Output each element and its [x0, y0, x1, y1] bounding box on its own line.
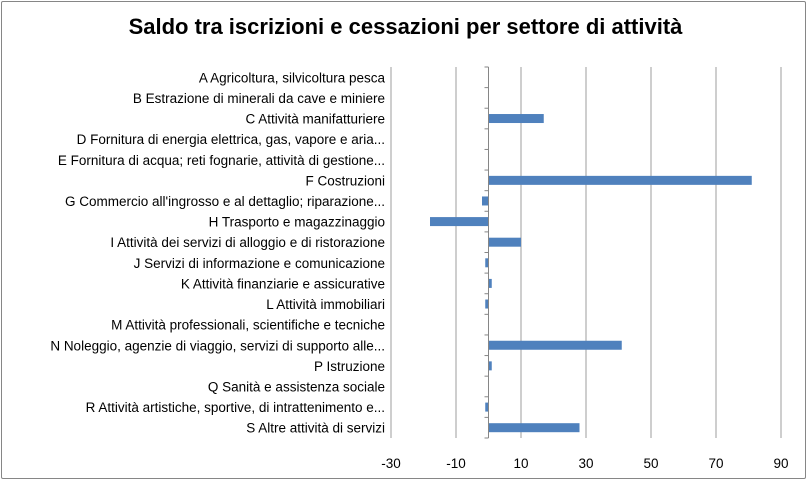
bar	[488, 340, 622, 350]
category-label: H Trasporto e magazzinaggio	[209, 215, 385, 230]
category-label: P Istruzione	[314, 359, 385, 374]
bar	[488, 237, 521, 247]
category-label: B Estrazione di minerali da cave e minie…	[133, 91, 385, 106]
category-label: J Servizi di informazione e comunicazion…	[134, 256, 385, 271]
category-label: R Attività artistiche, sportive, di intr…	[86, 400, 385, 415]
x-tick-label: 10	[513, 456, 528, 471]
bar	[485, 258, 489, 268]
category-label: I Attività dei servizi di alloggio e di …	[110, 235, 385, 250]
category-label: A Agricoltura, silvicoltura pesca	[199, 70, 386, 85]
bar	[485, 402, 489, 412]
x-tick-label: 30	[578, 456, 593, 471]
x-tick-label: -10	[446, 456, 466, 471]
bar	[488, 423, 580, 433]
x-tick-label: 70	[708, 456, 723, 471]
x-tick-label: -30	[381, 456, 401, 471]
category-label: S Altre attività di servizi	[246, 421, 385, 436]
category-label: E Fornitura di acqua; reti fognarie, att…	[58, 153, 385, 168]
x-tick-label: 90	[773, 456, 788, 471]
category-label: C Attività manifatturiere	[245, 112, 385, 127]
bar	[488, 175, 752, 185]
bar	[430, 217, 489, 227]
category-label: G Commercio all'ingrosso e al dettaglio;…	[65, 194, 385, 209]
x-tick-label: 50	[643, 456, 658, 471]
category-label: N Noleggio, agenzie di viaggio, servizi …	[50, 338, 385, 353]
chart-title: Saldo tra iscrizioni e cessazioni per se…	[128, 14, 683, 39]
bar	[482, 196, 489, 206]
category-label: L Attività immobiliari	[266, 297, 385, 312]
category-label: M Attività professionali, scientifiche e…	[111, 318, 385, 333]
category-label: Q Sanità e assistenza sociale	[208, 379, 385, 394]
category-label: D Fornitura di energia elettrica, gas, v…	[77, 132, 385, 147]
bar	[488, 361, 492, 371]
bar	[488, 114, 544, 124]
category-label: K Attività finanziarie e assicurative	[181, 276, 385, 291]
bar	[485, 299, 489, 309]
bar	[488, 278, 492, 288]
category-label: F Costruzioni	[305, 173, 385, 188]
